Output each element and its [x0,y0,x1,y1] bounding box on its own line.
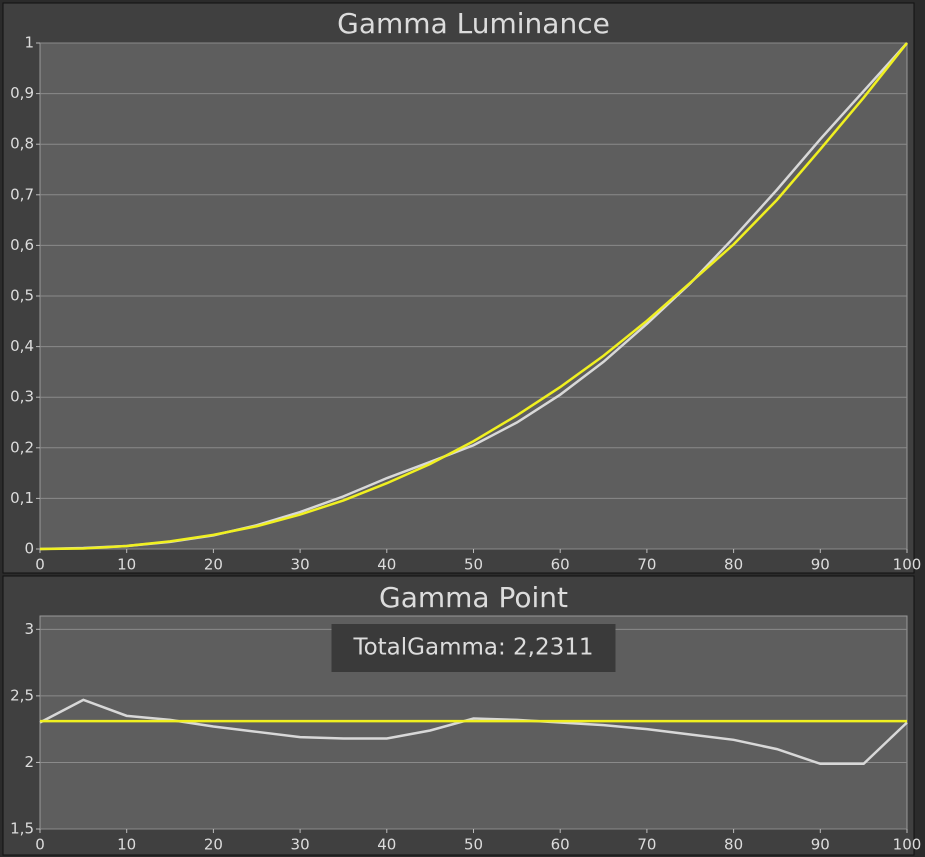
y-tick-label: 0,5 [10,287,34,305]
x-tick-label: 100 [893,556,922,574]
x-tick-label: 50 [464,836,483,854]
x-tick-label: 80 [724,836,743,854]
chart-title: Gamma Point [379,581,568,614]
y-tick-label: 3 [24,620,34,638]
y-tick-label: 0,2 [10,438,34,456]
y-tick-label: 0,1 [10,489,34,507]
x-tick-label: 20 [204,836,223,854]
y-tick-label: 2 [24,753,34,771]
x-tick-label: 50 [464,556,483,574]
x-tick-label: 40 [377,556,396,574]
x-tick-label: 60 [551,836,570,854]
chart-title: Gamma Luminance [337,7,610,40]
x-tick-label: 10 [117,556,136,574]
annotation: TotalGamma: 2,2311 [352,635,593,661]
x-tick-label: 20 [204,556,223,574]
y-tick-label: 2,5 [10,686,34,704]
y-tick-label: 0,9 [10,84,34,102]
x-tick-label: 0 [35,556,45,574]
x-tick-label: 70 [637,556,656,574]
y-tick-label: 0,7 [10,185,34,203]
x-tick-label: 100 [893,836,922,854]
x-tick-label: 30 [291,836,310,854]
x-tick-label: 90 [811,836,830,854]
x-tick-label: 90 [811,556,830,574]
x-tick-label: 10 [117,836,136,854]
x-tick-label: 30 [291,556,310,574]
y-tick-label: 0 [24,540,34,558]
x-tick-label: 40 [377,836,396,854]
annotation-box [331,624,616,672]
x-tick-label: 80 [724,556,743,574]
x-tick-label: 60 [551,556,570,574]
x-tick-label: 70 [637,836,656,854]
data-line [39,42,908,551]
x-tick-label: 0 [35,836,45,854]
y-tick-label: 0,3 [10,388,34,406]
y-tick-label: 1,5 [10,820,34,838]
y-tick-label: 0,8 [10,135,34,153]
y-tick-label: 0,4 [10,337,34,355]
y-tick-label: 0,6 [10,236,34,254]
y-tick-label: 1 [24,34,34,52]
